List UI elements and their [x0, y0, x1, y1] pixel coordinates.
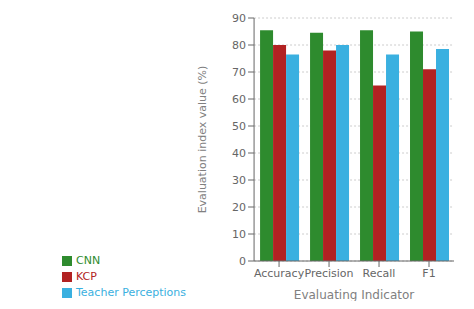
- svg-text:Evaluating Indicator: Evaluating Indicator: [294, 288, 415, 301]
- svg-text:Evaluation index value (%): Evaluation index value (%): [196, 66, 209, 214]
- svg-text:F1: F1: [422, 267, 435, 280]
- svg-text:40: 40: [232, 147, 246, 160]
- svg-text:10: 10: [232, 228, 246, 241]
- svg-text:70: 70: [232, 66, 246, 79]
- svg-text:Accuracy: Accuracy: [254, 267, 305, 280]
- svg-text:90: 90: [232, 12, 246, 25]
- svg-text:60: 60: [232, 93, 246, 106]
- html-text:KCP: KCP: [76, 270, 97, 283]
- svg-text:80: 80: [232, 39, 246, 52]
- svg-text:Recall: Recall: [363, 267, 396, 280]
- svg-text:20: 20: [232, 201, 246, 214]
- html-text:CNN: CNN: [76, 254, 101, 267]
- html-text:Teacher Perceptions: Teacher Perceptions: [76, 286, 187, 299]
- svg-text:50: 50: [232, 120, 246, 133]
- svg-text:30: 30: [232, 174, 246, 187]
- svg-text:0: 0: [239, 255, 246, 268]
- svg-text:Precision: Precision: [304, 267, 353, 280]
